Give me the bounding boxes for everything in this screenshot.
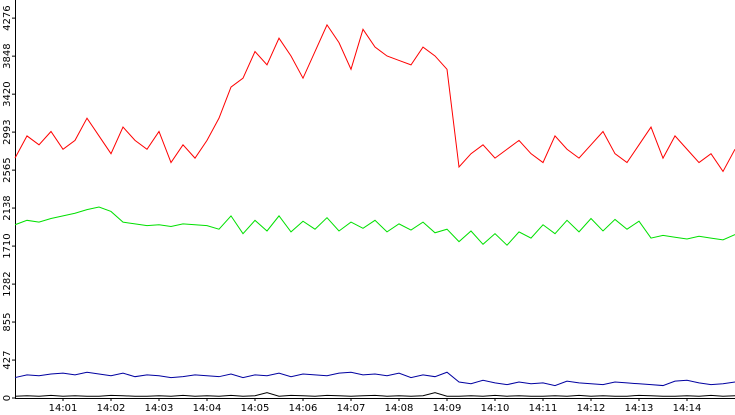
x-tick-label: 14:11	[529, 403, 558, 414]
x-tick-label: 14:08	[385, 403, 414, 414]
y-tick-label: 2138	[2, 195, 13, 220]
x-tick-label: 14:09	[433, 403, 462, 414]
y-tick-label: 3848	[2, 43, 13, 68]
x-tick-label: 14:12	[577, 403, 606, 414]
y-tick-label: 427	[2, 351, 13, 370]
x-tick-label: 14:10	[481, 403, 510, 414]
x-tick-label: 14:06	[289, 403, 318, 414]
x-tick-label: 14:02	[97, 403, 126, 414]
x-tick-label: 14:13	[625, 403, 654, 414]
series-line	[14, 392, 735, 397]
y-tick-label: 2565	[2, 157, 13, 182]
x-tick-label: 14:01	[49, 403, 78, 414]
series-line	[14, 371, 735, 387]
y-tick-label: 1282	[2, 271, 13, 296]
y-tick-label: 3420	[2, 81, 13, 106]
y-tick-label: 1710	[2, 233, 13, 258]
y-tick-label: 0	[2, 395, 13, 401]
y-tick-label: 2993	[2, 119, 13, 144]
y-tick-label: 4276	[2, 5, 13, 30]
x-tick-label: 14:07	[337, 403, 366, 414]
x-tick-label: 14:03	[145, 403, 174, 414]
x-tick-label: 14:05	[241, 403, 270, 414]
series-line	[14, 206, 735, 246]
x-tick-label: 14:14	[673, 403, 702, 414]
y-tick-label: 855	[2, 312, 13, 331]
series-line	[14, 23, 735, 173]
x-tick-label: 14:04	[193, 403, 222, 414]
